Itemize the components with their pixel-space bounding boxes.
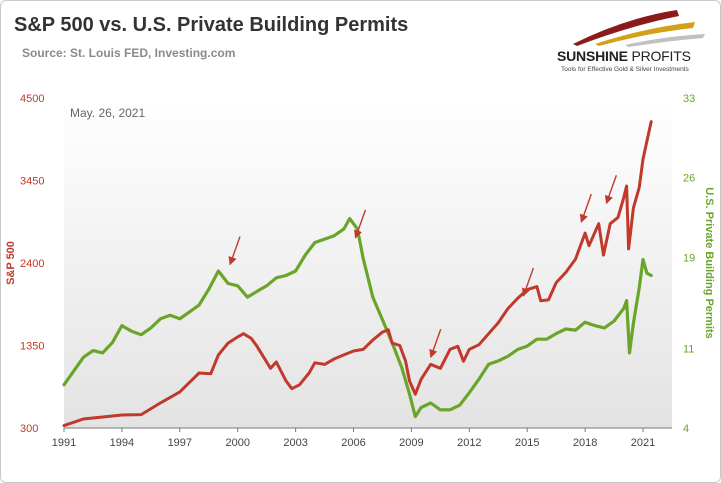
left-tick-label: 2400 (20, 258, 44, 270)
x-tick-label: 2012 (457, 437, 481, 449)
sp500-series-line (62, 120, 653, 428)
x-tick-label: 1997 (168, 437, 192, 449)
x-tick-label: 2018 (573, 437, 597, 449)
left-axis-label: S&P 500 (5, 241, 17, 285)
x-tick-label: 2006 (341, 437, 365, 449)
logo-brand-bold: SUNSHINE (557, 48, 628, 64)
annotation-arrow (604, 175, 618, 205)
right-tick-label: 4 (683, 423, 689, 435)
annotation-arrow (354, 209, 367, 239)
annotation-arrow (579, 193, 592, 223)
chart-title: S&P 500 vs. U.S. Private Building Permit… (14, 14, 409, 36)
annotation-arrow (429, 329, 442, 359)
left-tick-label: 1350 (20, 341, 44, 353)
sunshine-profits-logo: SUNSHINE PROFITS Tools for Effective Gol… (555, 8, 715, 88)
date-note: May. 26, 2021 (70, 106, 145, 120)
right-tick-label: 19 (683, 252, 695, 264)
x-tick-label: 2000 (225, 437, 249, 449)
permits-series-line (62, 217, 653, 419)
x-tick-label: 2009 (399, 437, 423, 449)
series-layer (62, 120, 653, 428)
annotation-arrow (228, 236, 241, 266)
right-tick-label: 11 (683, 343, 694, 355)
logo-tagline: Tools for Effective Gold & Silver Invest… (561, 66, 689, 73)
x-tick-label: 1994 (110, 437, 134, 449)
annotation-arrow (521, 267, 535, 297)
plot-area (64, 98, 672, 428)
chart-source: Source: St. Louis FED, Investing.com (22, 46, 236, 60)
annotation-arrows (228, 175, 618, 359)
right-tick-label: 33 (683, 93, 695, 105)
logo-brand-thin: PROFITS (627, 48, 691, 64)
logo-brand: SUNSHINE PROFITS (557, 48, 691, 64)
x-tick-label: 2021 (631, 437, 655, 449)
right-tick-label: 26 (683, 173, 695, 185)
x-tick-label: 1991 (52, 437, 76, 449)
left-tick-label: 4500 (20, 93, 44, 105)
x-tick-label: 2015 (515, 437, 539, 449)
x-tick-label: 2003 (283, 437, 307, 449)
right-axis-label: U.S. Private Building Permits (703, 187, 715, 339)
logo-swoosh-icon (573, 10, 705, 47)
left-tick-labels: 4500 3450 2400 1350 300 (20, 93, 44, 435)
x-tick-labels: 1991 1994 1997 2000 2003 2006 2009 2012 2015 2018… (52, 428, 655, 449)
left-tick-label: 300 (20, 423, 38, 435)
left-tick-label: 3450 (20, 176, 44, 188)
right-tick-labels: 33 26 19 11 4 (683, 93, 695, 435)
